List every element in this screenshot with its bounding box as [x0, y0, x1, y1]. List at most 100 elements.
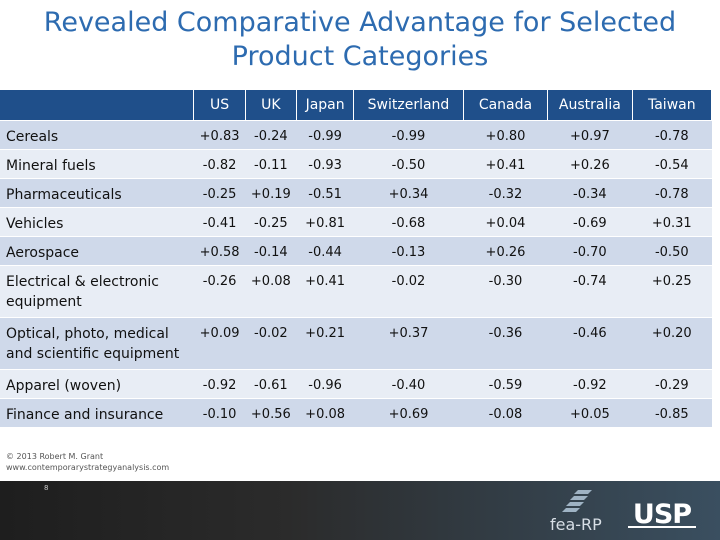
cell-value: -0.34 — [547, 177, 633, 207]
cell-value: +0.26 — [547, 148, 633, 178]
page-number: 8 — [44, 484, 49, 492]
cell-value: +0.05 — [547, 397, 633, 427]
svg-text:USP: USP — [633, 499, 691, 529]
row-label: Aerospace — [0, 235, 194, 265]
header-australia: Australia — [547, 90, 633, 120]
cell-value: -0.41 — [193, 206, 246, 236]
table-row: Vehicles -0.41 -0.25 +0.81 -0.68 +0.04 -… — [0, 206, 712, 236]
cell-value: +0.41 — [463, 148, 548, 178]
cell-value: -0.61 — [245, 368, 297, 398]
row-label: Electrical & electronic equipment — [0, 264, 194, 317]
table-row: Finance and insurance -0.10 +0.56 +0.08 … — [0, 397, 712, 427]
header-corner — [0, 90, 195, 120]
cell-value: -0.46 — [547, 316, 633, 369]
slide-title: Revealed Comparative Advantage for Selec… — [0, 6, 720, 74]
cell-value: -0.08 — [463, 397, 548, 427]
row-label: Optical, photo, medical and scientific e… — [0, 316, 194, 369]
cell-value: -0.96 — [296, 368, 354, 398]
copyright-line-1: © 2013 Robert M. Grant — [6, 452, 104, 461]
cell-value: +0.97 — [547, 119, 633, 149]
cell-value: -0.74 — [547, 264, 633, 317]
cell-value: +0.21 — [296, 316, 354, 369]
header-taiwan: Taiwan — [632, 90, 713, 120]
cell-value: +0.69 — [353, 397, 464, 427]
cell-value: -0.13 — [353, 235, 464, 265]
table-row: Cereals +0.83 -0.24 -0.99 -0.99 +0.80 +0… — [0, 119, 712, 149]
table-row: Apparel (woven) -0.92 -0.61 -0.96 -0.40 … — [0, 368, 712, 398]
cell-value: -0.26 — [193, 264, 246, 317]
cell-value: -0.99 — [353, 119, 464, 149]
title-line-2: Product Categories — [231, 41, 489, 72]
cell-value: -0.51 — [296, 177, 354, 207]
cell-value: -0.69 — [547, 206, 633, 236]
cell-value: +0.19 — [245, 177, 297, 207]
cell-value: +0.20 — [632, 316, 712, 369]
cell-value: -0.78 — [632, 119, 712, 149]
cell-value: +0.56 — [245, 397, 297, 427]
cell-value: -0.32 — [463, 177, 548, 207]
cell-value: +0.80 — [463, 119, 548, 149]
cell-value: +0.37 — [353, 316, 464, 369]
cell-value: +0.81 — [296, 206, 354, 236]
cell-value: -0.29 — [632, 368, 712, 398]
cell-value: +0.08 — [245, 264, 297, 317]
row-label: Cereals — [0, 119, 194, 149]
cell-value: -0.54 — [632, 148, 712, 178]
cell-value: -0.11 — [245, 148, 297, 178]
cell-value: +0.31 — [632, 206, 712, 236]
cell-value: +0.04 — [463, 206, 548, 236]
fea-rp-logo: fea-RP — [550, 490, 602, 534]
cell-value: -0.50 — [353, 148, 464, 178]
row-label: Apparel (woven) — [0, 368, 194, 398]
header-uk: UK — [245, 90, 297, 120]
header-switzerland: Switzerland — [353, 90, 464, 120]
header-us: US — [193, 90, 246, 120]
table-row: Mineral fuels -0.82 -0.11 -0.93 -0.50 +0… — [0, 148, 712, 178]
header-row: US UK Japan Switzerland Canada Australia… — [0, 90, 713, 120]
title-line-1: Revealed Comparative Advantage for Selec… — [43, 7, 677, 38]
cell-value: -0.92 — [547, 368, 633, 398]
table-row: Pharmaceuticals -0.25 +0.19 -0.51 +0.34 … — [0, 177, 712, 207]
usp-logo: USP — [628, 499, 696, 529]
cell-value: -0.92 — [193, 368, 246, 398]
cell-value: -0.82 — [193, 148, 246, 178]
cell-value: +0.34 — [353, 177, 464, 207]
cell-value: +0.26 — [463, 235, 548, 265]
cell-value: -0.02 — [353, 264, 464, 317]
cell-value: -0.93 — [296, 148, 354, 178]
cell-value: -0.59 — [463, 368, 548, 398]
cell-value: -0.30 — [463, 264, 548, 317]
row-label: Mineral fuels — [0, 148, 194, 178]
cell-value: -0.68 — [353, 206, 464, 236]
cell-value: +0.08 — [296, 397, 354, 427]
cell-value: +0.09 — [193, 316, 246, 369]
cell-value: -0.25 — [245, 206, 297, 236]
cell-value: -0.50 — [632, 235, 712, 265]
cell-value: -0.36 — [463, 316, 548, 369]
cell-value: -0.02 — [245, 316, 297, 369]
cell-value: -0.99 — [296, 119, 354, 149]
row-label: Finance and insurance — [0, 397, 194, 427]
cell-value: +0.83 — [193, 119, 246, 149]
svg-text:fea-RP: fea-RP — [550, 515, 602, 534]
cell-value: +0.25 — [632, 264, 712, 317]
table-row: Aerospace +0.58 -0.14 -0.44 -0.13 +0.26 … — [0, 235, 712, 265]
copyright-notice: © 2013 Robert M. Grant www.contemporarys… — [6, 451, 169, 473]
cell-value: -0.24 — [245, 119, 297, 149]
cell-value: +0.41 — [296, 264, 354, 317]
cell-value: -0.40 — [353, 368, 464, 398]
cell-value: -0.10 — [193, 397, 246, 427]
footer-bar — [0, 481, 720, 540]
table-row: Optical, photo, medical and scientific e… — [0, 316, 712, 369]
header-japan: Japan — [296, 90, 355, 120]
cell-value: -0.25 — [193, 177, 246, 207]
table-row: Electrical & electronic equipment -0.26 … — [0, 264, 712, 317]
row-label: Pharmaceuticals — [0, 177, 194, 207]
rca-table: US UK Japan Switzerland Canada Australia… — [0, 90, 713, 427]
cell-value: -0.44 — [296, 235, 354, 265]
cell-value: -0.78 — [632, 177, 712, 207]
cell-value: -0.85 — [632, 397, 712, 427]
cell-value: -0.14 — [245, 235, 297, 265]
cell-value: -0.70 — [547, 235, 633, 265]
row-label: Vehicles — [0, 206, 194, 236]
